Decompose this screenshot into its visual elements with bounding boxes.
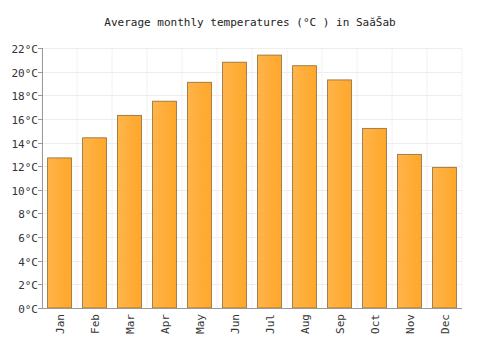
x-tick-label: Nov xyxy=(404,314,417,334)
y-tick-label: 10°C xyxy=(12,185,39,198)
v-grid xyxy=(112,48,113,308)
bar xyxy=(153,101,177,308)
bar xyxy=(118,115,142,308)
x-tick-label: Feb xyxy=(89,314,102,334)
tick xyxy=(38,190,42,191)
v-grid xyxy=(392,48,393,308)
bar xyxy=(363,128,387,308)
x-tick-label: Mar xyxy=(124,314,137,334)
x-tick-label: Jan xyxy=(54,314,67,334)
x-tick-label: Aug xyxy=(299,314,312,334)
y-tick-label: 6°C xyxy=(18,232,38,245)
grid-line xyxy=(42,119,462,120)
v-grid xyxy=(357,48,358,308)
tick xyxy=(38,308,42,309)
x-tick-label: Sep xyxy=(334,314,347,334)
bar xyxy=(293,66,317,308)
v-grid xyxy=(147,48,148,308)
bar xyxy=(223,62,247,308)
y-tick-label: 22°C xyxy=(12,43,39,56)
tick xyxy=(38,143,42,144)
tick xyxy=(38,95,42,96)
tick xyxy=(38,213,42,214)
v-grid xyxy=(462,48,463,308)
v-grid xyxy=(287,48,288,308)
y-tick-label: 20°C xyxy=(12,67,39,80)
tick xyxy=(38,48,42,49)
x-tick-label: Jun xyxy=(229,314,242,334)
x-tick-label: Oct xyxy=(369,314,382,334)
tick xyxy=(38,284,42,285)
title: Average monthly temperatures (°C ) in Sa… xyxy=(104,16,395,29)
grid-line xyxy=(42,95,462,96)
v-grid xyxy=(427,48,428,308)
bar xyxy=(188,82,212,308)
tick xyxy=(38,261,42,262)
y-tick-label: 14°C xyxy=(12,138,39,151)
bar xyxy=(328,80,352,308)
tick xyxy=(38,119,42,120)
bar xyxy=(433,167,457,308)
x-tick-label: Dec xyxy=(439,314,452,334)
bar xyxy=(258,55,282,308)
v-grid xyxy=(77,48,78,308)
grid-line xyxy=(42,48,462,49)
y-tick-label: 2°C xyxy=(18,279,38,292)
y-tick-label: 0°C xyxy=(18,303,38,316)
x-tick-label: Jul xyxy=(264,314,277,334)
v-grid xyxy=(322,48,323,308)
y-axis xyxy=(42,48,43,308)
tick xyxy=(38,237,42,238)
y-tick-label: 18°C xyxy=(12,90,39,103)
bar xyxy=(398,154,422,308)
y-tick-label: 12°C xyxy=(12,161,39,174)
tick xyxy=(38,72,42,73)
grid-line xyxy=(42,308,462,309)
grid-line xyxy=(42,72,462,73)
bar xyxy=(83,138,107,308)
v-grid xyxy=(217,48,218,308)
x-axis xyxy=(42,308,462,309)
y-tick-label: 4°C xyxy=(18,256,38,269)
bars xyxy=(48,55,457,308)
bar xyxy=(48,158,72,308)
v-grid xyxy=(252,48,253,308)
x-tick-label: May xyxy=(194,314,207,334)
y-tick-label: 16°C xyxy=(12,114,39,127)
x-tick-label: Apr xyxy=(159,314,172,334)
chart: Average monthly temperatures (°C ) in Sa… xyxy=(0,0,500,350)
v-grid xyxy=(182,48,183,308)
v-grid xyxy=(42,48,43,308)
y-tick-label: 8°C xyxy=(18,208,38,221)
tick xyxy=(38,166,42,167)
